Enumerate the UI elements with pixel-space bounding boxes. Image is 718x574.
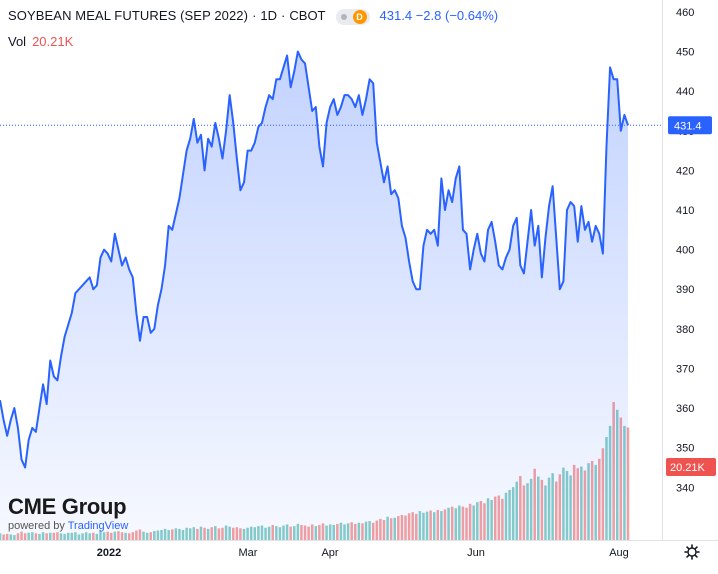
y-tick-label: 460 (676, 7, 694, 19)
last-volume-label: 20.21K (670, 462, 706, 474)
symbol-title[interactable]: SOYBEAN MEAL FUTURES (SEP 2022) (8, 8, 249, 23)
y-tick-label: 400 (676, 245, 694, 257)
volume-label: Vol (8, 34, 27, 49)
separator: · (281, 8, 286, 23)
last-volume-marker (666, 458, 716, 476)
powered-by-text: powered by (8, 520, 65, 532)
brand-name: CME Group (8, 494, 127, 519)
cme-logo: CME Group (8, 494, 128, 520)
axis-labels: 3403503603703803904004104204304404504604… (97, 7, 716, 560)
y-tick-label: 440 (676, 86, 694, 98)
x-tick-label: Mar (239, 547, 258, 559)
y-tick-label: 390 (676, 284, 694, 296)
exchange: CBOT (289, 8, 326, 23)
y-tick-label: 420 (676, 165, 694, 177)
volume-legend[interactable]: Vol 20.21K (8, 34, 73, 49)
interval[interactable]: 1D (260, 8, 278, 23)
volume-value: 20.21K (32, 34, 74, 49)
x-tick-label: 2022 (97, 547, 121, 559)
price-change-percent: (−0.64%) (444, 8, 499, 23)
delayed-badge: D (352, 9, 367, 24)
y-tick-label: 360 (676, 403, 694, 415)
last-price-marker (668, 116, 712, 135)
symbol-legend[interactable]: SOYBEAN MEAL FUTURES (SEP 2022) · 1D · CBOT D… (8, 8, 498, 25)
y-tick-label: 350 (676, 443, 694, 455)
x-tick-label: Jun (467, 547, 485, 559)
price-line-path[interactable] (0, 50, 629, 469)
price-change: −2.8 (415, 8, 442, 23)
status-dot-icon (340, 13, 347, 20)
market-status-badge[interactable]: D (335, 8, 370, 25)
x-tick-label: Aug (609, 547, 629, 559)
y-tick-label: 380 (676, 324, 694, 336)
powered-by: powered by TradingView (8, 520, 128, 532)
last-price-label: 431.4 (674, 120, 702, 132)
axes (0, 0, 718, 541)
watermark: CME Group powered by TradingView (8, 494, 128, 532)
y-tick-label: 410 (676, 205, 694, 217)
y-tick-label: 340 (676, 482, 694, 494)
y-tick-label: 450 (676, 47, 694, 59)
price-area (0, 51, 628, 540)
price-line[interactable] (0, 50, 629, 469)
tradingview-logo: TradingView (67, 520, 129, 532)
gear-icon[interactable] (684, 544, 700, 560)
price-area-fill (0, 51, 628, 540)
last-price: 431.4 (379, 8, 413, 23)
x-tick-label: Apr (321, 547, 338, 559)
y-tick-label: 370 (676, 363, 694, 375)
separator: · (252, 8, 257, 23)
